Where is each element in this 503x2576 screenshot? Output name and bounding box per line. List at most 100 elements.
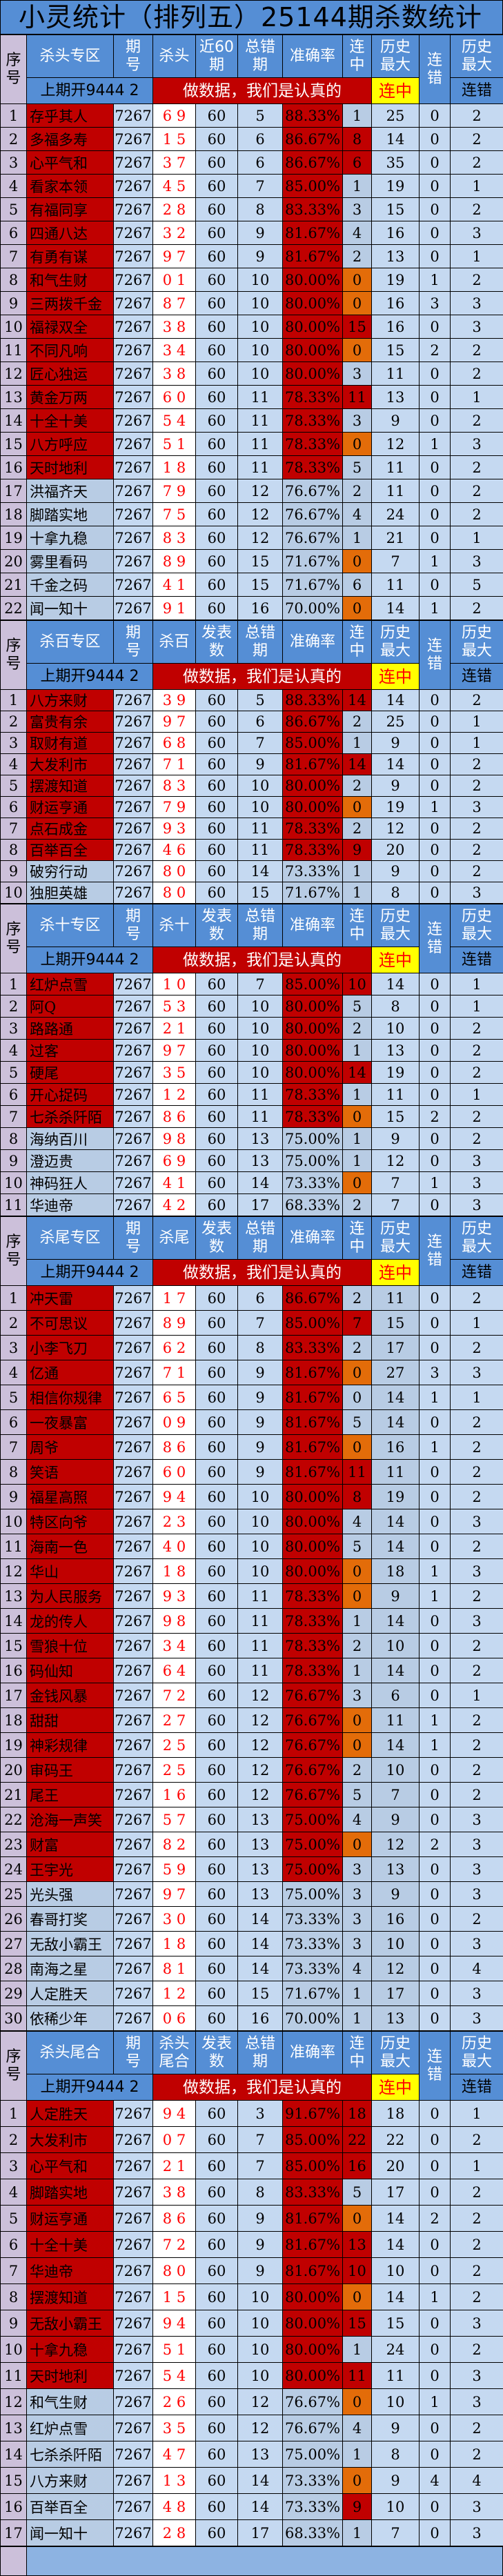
period-cell: 7267	[114, 2494, 153, 2520]
total-cell: 60	[196, 1311, 238, 1336]
max-hit-cell: 12	[372, 818, 420, 840]
kill-numbers: 9 8	[153, 1128, 196, 1150]
kill-numbers: 4 1	[153, 573, 196, 597]
seq-cell: 10	[1, 315, 27, 339]
total-header: 近60期	[196, 35, 238, 78]
error-cell: 7	[238, 973, 283, 995]
error-cell: 12	[238, 1733, 283, 1758]
period-cell: 7267	[114, 1832, 153, 1857]
error-cell: 10	[238, 2337, 283, 2363]
max-miss-cell: 2	[451, 1435, 503, 1460]
period-cell: 7267	[114, 797, 153, 818]
max-miss-cell: 2	[451, 1040, 503, 1062]
streak-hit-cell: 0	[343, 292, 372, 315]
total-cell: 60	[196, 268, 238, 292]
total-cell: 60	[196, 2127, 238, 2153]
max-hit-label: 历史最大	[379, 1220, 411, 1256]
total-cell: 60	[196, 198, 238, 221]
error-cell: 13	[238, 1857, 283, 1882]
max-hit-cell: 11	[372, 1084, 420, 1106]
predictor-name: 七杀杀阡陌	[27, 2441, 114, 2468]
seq-label: 序号	[6, 52, 21, 88]
rate-header: 准确率	[283, 621, 343, 664]
streak-hit-header: 连中	[343, 904, 372, 947]
predictor-name: 天时地利	[27, 2363, 114, 2389]
period-cell: 7267	[114, 1062, 153, 1084]
total-header: 发表数	[196, 621, 238, 664]
period-cell: 7267	[114, 754, 153, 775]
streak-hit-label: 连中	[349, 39, 365, 75]
error-cell: 13	[238, 2441, 283, 2468]
kill-numbers: 8 0	[153, 882, 196, 904]
streak-hit-cell: 0	[343, 1733, 372, 1758]
streak-hit-cell: 2	[343, 1336, 372, 1360]
seq-cell: 17	[1, 1683, 27, 1708]
accuracy-cell: 81.67%	[283, 2232, 343, 2258]
predictor-name: 大发利市	[27, 2127, 114, 2153]
max-miss-cell: 2	[451, 861, 503, 882]
streak-hit-cell: 1	[343, 733, 372, 754]
total-cell: 60	[196, 1882, 238, 1907]
period-cell: 7267	[114, 1128, 153, 1150]
period-cell: 7267	[114, 1932, 153, 1956]
max-hit-cell: 9	[372, 861, 420, 882]
zone-header: 杀百专区	[27, 621, 114, 664]
error-cell: 10	[238, 362, 283, 386]
seq-cell: 24	[1, 1857, 27, 1882]
streak-hit-cell: 1	[343, 861, 372, 882]
seq-cell: 11	[1, 339, 27, 362]
predictor-name: 华迪帝	[27, 1194, 114, 1216]
streak-miss-cell: 1	[420, 1708, 451, 1733]
kill-numbers: 5 1	[153, 2337, 196, 2363]
error-cell: 9	[238, 245, 283, 268]
accuracy-cell: 85.00%	[283, 973, 343, 995]
error-cell: 6	[238, 151, 283, 175]
total-cell: 60	[196, 1286, 238, 1311]
period-label: 期号	[125, 1220, 141, 1256]
predictor-name: 匠心独运	[27, 362, 114, 386]
total-cell: 60	[196, 315, 238, 339]
predictor-name: 八方呼应	[27, 433, 114, 456]
kill-numbers: 2 8	[153, 198, 196, 221]
max-hit-cell: 15	[372, 2310, 420, 2337]
accuracy-cell: 76.67%	[283, 1783, 343, 1807]
streak-hit-cell: 22	[343, 2127, 372, 2153]
error-header: 总错期	[238, 35, 283, 78]
slogan-banner: 做数据，我们是认真的	[153, 947, 372, 973]
kill-numbers: 1 6	[153, 1783, 196, 1807]
total-cell: 60	[196, 245, 238, 268]
accuracy-cell: 75.00%	[283, 1807, 343, 1832]
predictor-name: 不同凡响	[27, 339, 114, 362]
max-hit-cell: 16	[372, 315, 420, 339]
max-miss-cell: 1	[451, 245, 503, 268]
error-label: 总错期	[244, 2035, 276, 2071]
kill-numbers: 3 8	[153, 315, 196, 339]
kill-numbers: 5 4	[153, 409, 196, 433]
seq-label: 序号	[6, 921, 21, 957]
max-miss-cell: 3	[451, 1194, 503, 1216]
seq-cell: 27	[1, 1932, 27, 1956]
period-cell: 7267	[114, 1435, 153, 1460]
total-cell: 60	[196, 840, 238, 861]
accuracy-cell: 73.33%	[283, 1956, 343, 1981]
total-cell: 60	[196, 456, 238, 479]
period-cell: 7267	[114, 861, 153, 882]
seq-header: 序号	[1, 904, 27, 973]
seq-cell: 9	[1, 1485, 27, 1509]
streak-miss-cell: 0	[420, 2179, 451, 2206]
seq-cell: 1	[1, 104, 27, 128]
predictor-name: 码仙知	[27, 1658, 114, 1683]
seq-label: 序号	[6, 637, 21, 673]
accuracy-cell: 71.67%	[283, 573, 343, 597]
predictor-name: 华迪帝	[27, 2258, 114, 2284]
total-cell: 60	[196, 1832, 238, 1857]
period-cell: 7267	[114, 2389, 153, 2415]
predictor-name: 无敌小霸王	[27, 2310, 114, 2337]
total-cell: 60	[196, 1683, 238, 1708]
max-hit-cell: 25	[372, 104, 420, 128]
